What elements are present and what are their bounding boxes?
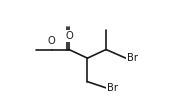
Text: O: O — [48, 36, 55, 46]
Text: Br: Br — [127, 53, 138, 63]
Text: O: O — [65, 31, 73, 41]
Text: Br: Br — [107, 83, 118, 93]
